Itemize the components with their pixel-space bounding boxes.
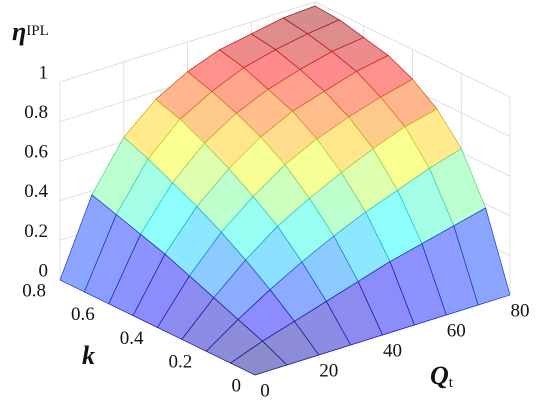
y-tick-label: 0 xyxy=(232,375,242,396)
z-label-main: η xyxy=(12,17,26,46)
z-tick-label: 0.8 xyxy=(24,102,48,123)
x-label-main: Q xyxy=(430,361,449,390)
x-tick-label: 60 xyxy=(447,320,466,341)
y-axis-label: k xyxy=(82,341,95,370)
z-label-sup: IPL xyxy=(26,23,49,39)
y-tick-label: 0.4 xyxy=(120,328,144,349)
x-axis-label: Qt xyxy=(430,361,454,391)
x-tick-label: 0 xyxy=(260,380,270,401)
z-axis-label: ηIPL xyxy=(12,17,49,46)
surface-cell xyxy=(229,340,288,376)
x-tick-label: 80 xyxy=(511,300,530,321)
z-tick-label: 0 xyxy=(39,260,49,281)
z-tick-label: 0.2 xyxy=(24,221,48,242)
x-label-sub: t xyxy=(449,375,454,391)
y-tick-label: 0.8 xyxy=(22,280,46,301)
surface xyxy=(59,5,511,376)
y-tick-label: 0.6 xyxy=(71,304,95,325)
x-tick-label: 40 xyxy=(383,340,402,361)
y-tick-label: 0.2 xyxy=(169,352,193,373)
z-tick-label: 0.4 xyxy=(24,181,48,202)
x-tick-label: 20 xyxy=(319,360,338,381)
z-tick-label: 1 xyxy=(39,62,49,83)
z-tick-label: 0.6 xyxy=(24,142,48,163)
